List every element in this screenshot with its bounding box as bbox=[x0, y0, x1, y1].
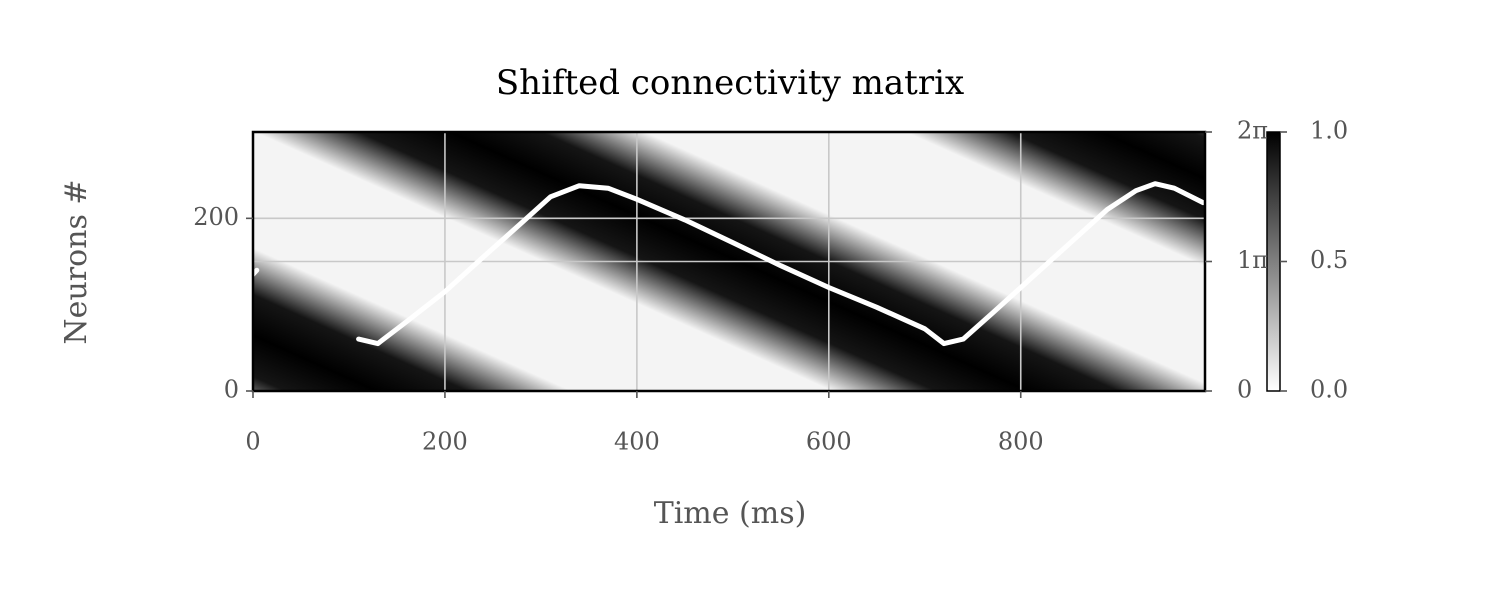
colorbar-tick-label: 1.0 bbox=[1310, 117, 1348, 145]
y-tick-label: 200 bbox=[193, 203, 239, 231]
colorbar-tick-label: 0.5 bbox=[1310, 246, 1348, 274]
colorbar bbox=[1266, 131, 1281, 392]
colorbar-tick-label: 0.0 bbox=[1310, 376, 1348, 404]
x-tick-label: 600 bbox=[806, 428, 852, 456]
y2-tick-label: 0 bbox=[1237, 376, 1252, 404]
y-tick-label: 0 bbox=[224, 376, 239, 404]
x-tick-label: 800 bbox=[998, 428, 1044, 456]
x-tick-label: 200 bbox=[422, 428, 468, 456]
x-tick-label: 400 bbox=[614, 428, 660, 456]
chart-title: Shifted connectivity matrix bbox=[496, 63, 964, 103]
x-tick-label: 0 bbox=[245, 428, 260, 456]
y2-tick-label: 1π bbox=[1237, 246, 1268, 274]
y-axis-label: Neurons # bbox=[59, 179, 94, 344]
x-axis-label: Time (ms) bbox=[654, 496, 807, 531]
y2-tick-label: 2π bbox=[1237, 117, 1268, 145]
